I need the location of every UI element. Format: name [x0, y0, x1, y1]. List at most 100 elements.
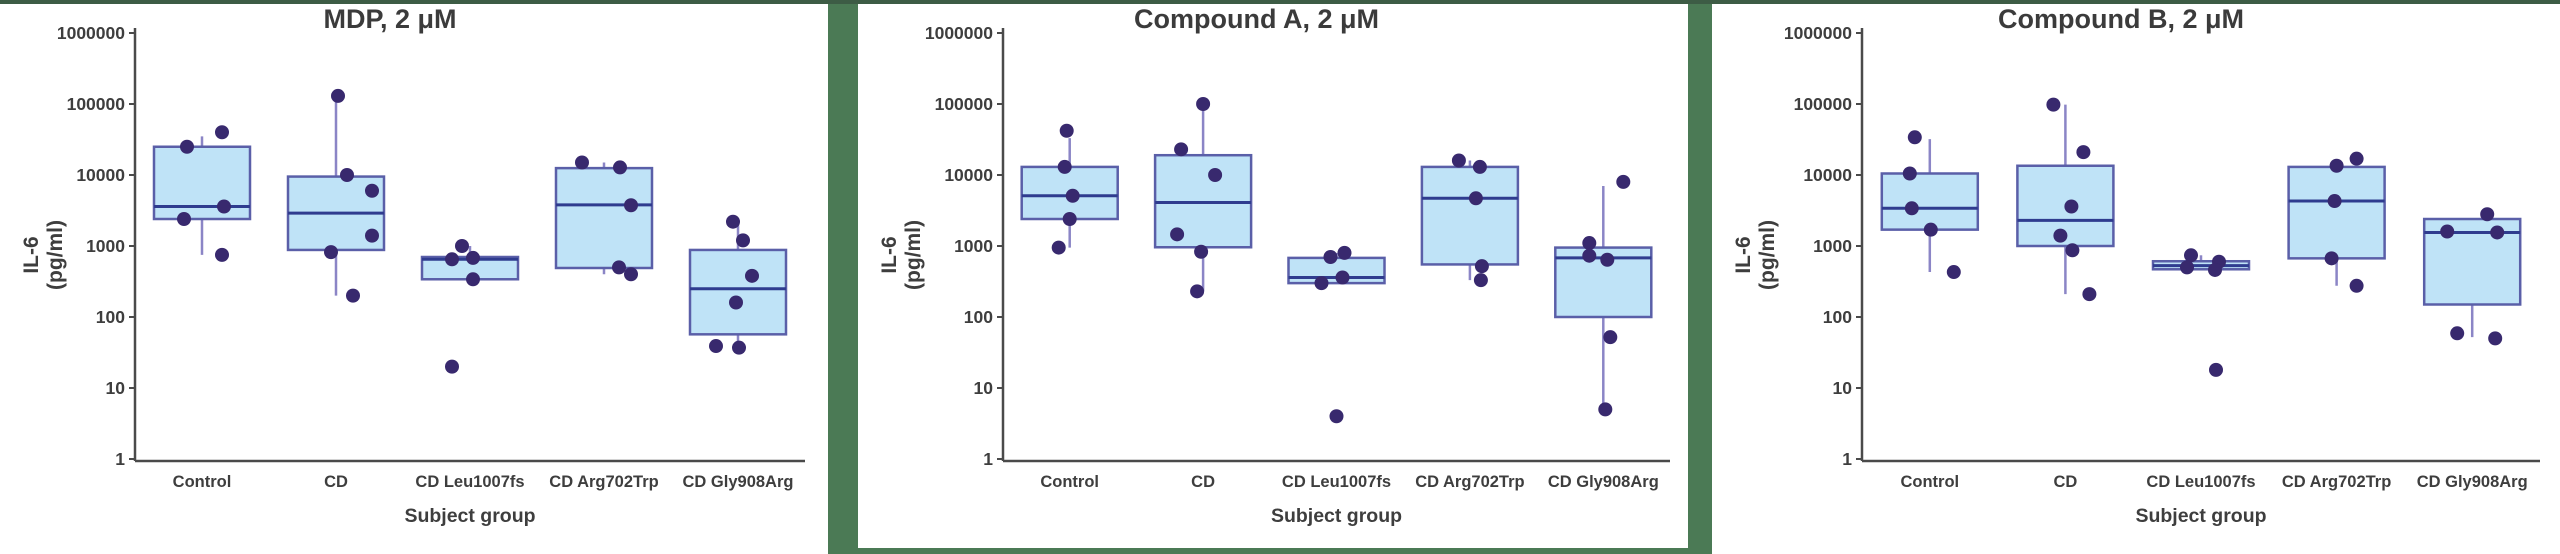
data-point — [2076, 145, 2091, 160]
data-point — [2349, 278, 2364, 293]
data-point — [2180, 260, 2194, 275]
data-point — [1335, 270, 1350, 285]
chart-panel-mdp: MDP, 2 μM 1 10 100 1000 10000 100000 1000000 IL-… — [0, 0, 828, 554]
data-point — [1600, 252, 1615, 267]
chart-panel-compound-a: Compound A, 2 μM 1 10 100 1000 10000 100000 100… — [858, 0, 1688, 554]
chart-title: Compound A, 2 μM — [1134, 4, 1379, 34]
data-point — [732, 340, 746, 355]
x-category-label: Control — [173, 473, 232, 491]
data-point — [1468, 191, 1483, 206]
data-point — [1923, 222, 1938, 237]
boxplot-group-cd-gly908arg — [688, 214, 788, 355]
data-point — [2488, 331, 2503, 346]
data-point — [1323, 249, 1338, 264]
y-tick-label: 10 — [974, 378, 994, 398]
boxplot-group-cd — [2016, 97, 2115, 302]
data-point — [2327, 194, 2342, 209]
panel-2-bottom-border — [858, 548, 1688, 554]
panel-separator-1 — [828, 0, 858, 554]
y-tick-label: 100 — [964, 307, 993, 327]
data-point — [612, 260, 626, 275]
data-point — [177, 212, 191, 227]
x-category-label: CD — [1191, 473, 1215, 491]
boxplot-group-cd — [286, 88, 386, 303]
data-point — [217, 199, 231, 214]
boxplot-group-cd-leu1007fs — [1287, 245, 1386, 424]
iqr-box — [1420, 165, 1520, 266]
data-point — [346, 288, 360, 303]
iqr-box — [554, 166, 654, 270]
data-point — [455, 239, 469, 253]
y-tick-label: 10000 — [1803, 165, 1852, 185]
boxplot-group-cd-arg702trp — [1420, 153, 1520, 288]
data-point — [613, 160, 627, 175]
boxplot-group-control — [152, 125, 252, 262]
data-point — [1598, 402, 1613, 417]
x-category-label: CD Gly908Arg — [2417, 473, 2528, 491]
y-tick-label: 100 — [1823, 307, 1852, 327]
y-axis-label: IL-6 — [878, 236, 901, 273]
data-point — [1174, 142, 1189, 157]
figure-top-border — [0, 0, 2560, 4]
y-tick-label: 1000 — [1813, 236, 1852, 256]
x-category-label: CD Leu1007fs — [415, 473, 524, 491]
data-point — [575, 155, 589, 170]
data-point — [2184, 248, 2198, 263]
x-category-label: CD Leu1007fs — [1282, 473, 1391, 491]
data-point — [1057, 159, 1072, 174]
boxplot-group-control — [1880, 130, 1980, 280]
data-point — [2209, 362, 2223, 377]
data-point — [729, 295, 743, 310]
data-point — [2208, 262, 2222, 277]
data-point — [1902, 166, 1917, 181]
data-point — [624, 267, 638, 282]
data-point — [215, 247, 229, 262]
boxplot-group-control — [1020, 123, 1119, 255]
data-point — [1473, 273, 1488, 288]
y-tick-label: 10 — [1833, 378, 1853, 398]
x-category-label: CD Leu1007fs — [2146, 473, 2255, 491]
y-tick-label: 1000 — [86, 236, 125, 256]
boxplot-svg: Compound A, 2 μM 1 10 100 1000 10000 100000 100… — [878, 4, 1670, 527]
data-point — [340, 168, 354, 182]
data-point — [1472, 159, 1487, 174]
y-axis-label: (pg/ml) — [44, 220, 67, 290]
boxplot-group-cd-leu1007fs — [420, 239, 520, 374]
data-point — [2450, 326, 2465, 341]
data-point — [1208, 168, 1223, 182]
data-point — [1190, 284, 1205, 299]
x-axis-label: Subject group — [2135, 505, 2266, 527]
x-axis-label: Subject group — [404, 505, 535, 527]
iqr-box — [2287, 165, 2386, 260]
data-point — [1059, 123, 1074, 138]
data-point — [1051, 240, 1066, 255]
data-point — [365, 183, 379, 198]
data-point — [1194, 244, 1209, 259]
y-tick-label: 10000 — [944, 165, 993, 185]
x-category-label: CD Arg702Trp — [2282, 473, 2391, 491]
boxplot-svg: Compound B, 2 μM 1 10 100 1000 10000 100000 100… — [1732, 4, 2540, 527]
panel-separator-2 — [1688, 0, 1712, 554]
data-point — [1582, 236, 1597, 251]
data-point — [466, 250, 480, 265]
data-point — [1946, 265, 1961, 280]
boxplot-group-cd-arg702trp — [554, 155, 654, 282]
data-point — [726, 214, 740, 229]
data-point — [2329, 158, 2344, 173]
data-point — [445, 359, 459, 374]
y-tick-label: 100000 — [67, 94, 126, 114]
data-point — [1196, 97, 1211, 111]
chart-panel-compound-b: Compound B, 2 μM 1 10 100 1000 10000 100000 100… — [1712, 0, 2560, 554]
data-point — [466, 272, 480, 287]
data-point — [709, 339, 723, 354]
y-axis-label: (pg/ml) — [902, 220, 925, 290]
iqr-box — [1880, 172, 1980, 231]
y-tick-label: 1000000 — [57, 23, 125, 43]
y-tick-label: 100 — [96, 307, 125, 327]
data-point — [180, 139, 194, 154]
data-point — [215, 125, 229, 140]
iqr-box — [152, 145, 252, 221]
data-point — [1062, 212, 1077, 227]
data-point — [324, 245, 338, 260]
